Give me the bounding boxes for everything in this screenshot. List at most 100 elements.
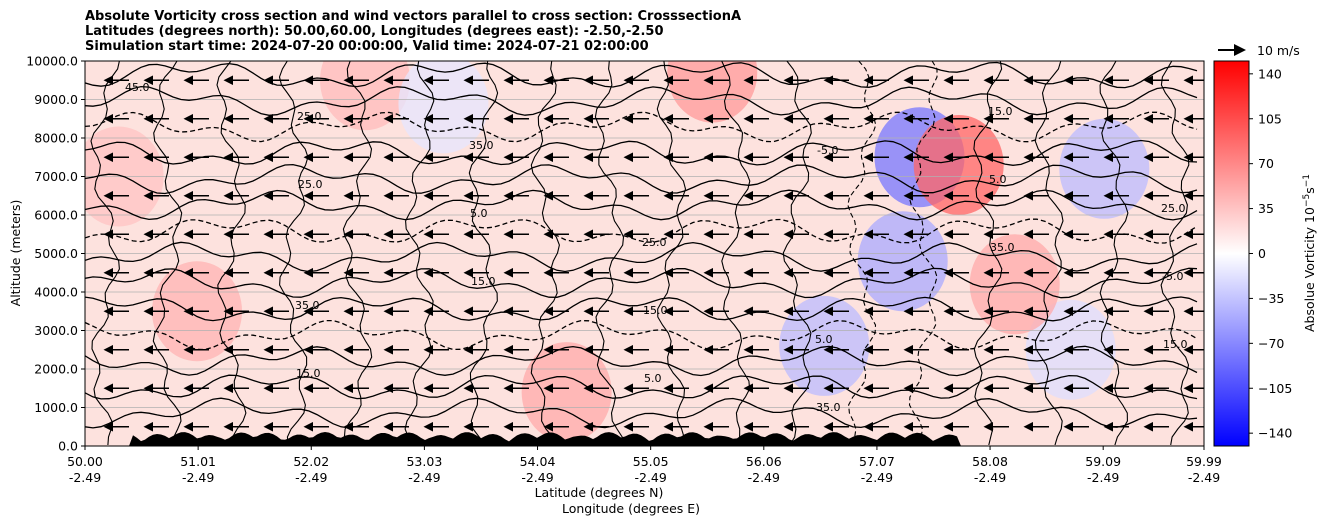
vorticity-cell [913, 114, 1004, 215]
x-tick-label-lat: 54.04 [520, 454, 556, 469]
y-axis-label: Altitude (meters) [8, 200, 23, 307]
contour-line [908, 61, 938, 446]
vorticity-cell [521, 342, 612, 443]
contour-line [278, 61, 309, 446]
y-tick-label: 1000.0 [34, 400, 78, 415]
wind-key-label: 10 m/s [1257, 43, 1300, 58]
x-tick-label-lon: -2.49 [1188, 470, 1220, 485]
y-axis: 0.0 1000.0 2000.0 3000.0 4000.0 5000.0 6000.0 7… [26, 54, 85, 454]
y-tick-label: 7000.0 [34, 169, 78, 184]
contour-label: 35.0 [469, 139, 494, 152]
x-tick-label-lat: 55.05 [633, 454, 669, 469]
colorbar: 140 105 70 35 0 −35 −70 −105 −140 Absolue Vortic… [1213, 60, 1317, 447]
contour-label: 35.0 [990, 241, 1015, 254]
contour-label: 15.0 [643, 304, 668, 317]
y-tick-label: 5000.0 [34, 246, 78, 261]
contour-line [1099, 61, 1129, 446]
contour-line [530, 61, 560, 446]
contour-label: 15.0 [1163, 338, 1188, 351]
x-tick-label-lat: 59.99 [1186, 454, 1222, 469]
x-axis-label-latitude: Latitude (degrees N) [535, 485, 664, 500]
contour-line [85, 319, 1198, 351]
title-line-3: Simulation start time: 2024-07-20 00:00:… [85, 39, 649, 54]
x-tick-label-lon: -2.49 [295, 470, 327, 485]
x-tick-label-lon: -2.49 [69, 470, 101, 485]
contour-line [216, 61, 247, 446]
contour-label: 15.0 [296, 367, 321, 380]
x-tick-label-lon: -2.49 [974, 470, 1006, 485]
contour-label: 35.0 [295, 299, 320, 312]
contour-label: 25.0 [297, 110, 322, 123]
contour-line [594, 61, 625, 446]
x-tick-label-lat: 53.03 [406, 454, 442, 469]
contour-label: 45.0 [125, 81, 150, 94]
title-line-1: Absolute Vorticity cross section and win… [85, 9, 742, 24]
x-tick-label-lat: 59.09 [1085, 454, 1121, 469]
y-tick-label: 6000.0 [34, 208, 78, 223]
terrain-profile [85, 432, 1204, 446]
contour-label: 15.0 [988, 105, 1013, 118]
contour-line [85, 241, 1198, 273]
contour-line [847, 61, 877, 446]
contour-line [85, 397, 1198, 429]
plot-area: 45.0 25.0 15.0 5.0 -5.0 35.0 15.0 25.0 5.0 15.0 35… [85, 61, 1204, 446]
colorbar-tick-label: −35 [1258, 291, 1284, 306]
contour-line [85, 296, 1198, 322]
contour-label: 25.0 [1161, 202, 1186, 215]
contour-label: 5.0 [815, 333, 833, 346]
wind-key: 10 m/s [1218, 43, 1300, 58]
contour-line [404, 61, 435, 446]
x-tick-label-lon: -2.49 [408, 470, 440, 485]
colorbar-tick-label: 0 [1258, 246, 1266, 261]
x-tick-label-lat: 58.08 [972, 454, 1008, 469]
contour-label: -5.0 [1162, 270, 1183, 283]
x-tick-label-lon: -2.49 [182, 470, 214, 485]
x-tick-label-lon: -2.49 [1087, 470, 1119, 485]
y-tick-label: 3000.0 [34, 323, 78, 338]
x-tick-label-lat: 52.02 [293, 454, 329, 469]
x-tick-label-lat: 51.01 [180, 454, 216, 469]
colorbar-ticks: 140 105 70 35 0 −35 −70 −105 −140 [1249, 66, 1292, 441]
y-tick-label: 9000.0 [34, 92, 78, 107]
x-tick-label-lat: 50.00 [67, 454, 103, 469]
colorbar-label: Absolue Vorticity 10−5s−1 [1302, 174, 1317, 332]
chart-title: Absolute Vorticity cross section and win… [85, 9, 741, 54]
vorticity-cell [857, 211, 948, 312]
colorbar-tick-label: 35 [1258, 201, 1274, 216]
contour-label: 5.0 [644, 372, 662, 385]
x-tick-label-lon: -2.49 [521, 470, 553, 485]
colorbar-tick-label: −140 [1258, 426, 1292, 441]
x-tick-label-lon: -2.49 [634, 470, 666, 485]
contour-label: -5.0 [817, 144, 838, 157]
contour-line [342, 61, 373, 446]
contour-labels: 45.0 25.0 15.0 5.0 -5.0 35.0 15.0 25.0 5.0 15.0 35… [125, 81, 1188, 414]
x-axis: 50.00-2.4951.01-2.4952.02-2.4953.03-2.49… [67, 446, 1222, 485]
contour-line [90, 61, 120, 446]
contour-label: 5.0 [470, 207, 488, 220]
contour-line [85, 345, 1198, 377]
colorbar-tick-label: 70 [1258, 156, 1274, 171]
y-tick-label: 0.0 [58, 439, 78, 454]
contour-line [85, 163, 1198, 195]
contour-line [782, 61, 812, 446]
colorbar-tick-label: −105 [1258, 381, 1292, 396]
y-tick-label: 10000.0 [26, 54, 78, 69]
x-tick-label-lon: -2.49 [748, 470, 780, 485]
colorbar-tick-label: 140 [1258, 66, 1282, 81]
y-tick-label: 4000.0 [34, 285, 78, 300]
colorbar-gradient [1213, 60, 1250, 447]
contour-line [85, 267, 1198, 299]
contour-line [1160, 61, 1190, 446]
colorbar-tick-label: 105 [1258, 111, 1282, 126]
y-tick-label: 2000.0 [34, 362, 78, 377]
x-axis-label-longitude: Longitude (degrees E) [562, 501, 700, 516]
contour-line [721, 61, 751, 446]
wind-vectors [103, 75, 1204, 432]
vorticity-contours [85, 61, 1198, 446]
contour-line [85, 218, 1198, 244]
contour-label: 25.0 [642, 236, 667, 249]
contour-line [1034, 61, 1064, 446]
contour-line [468, 61, 499, 446]
contour-label: 35.0 [816, 401, 841, 414]
